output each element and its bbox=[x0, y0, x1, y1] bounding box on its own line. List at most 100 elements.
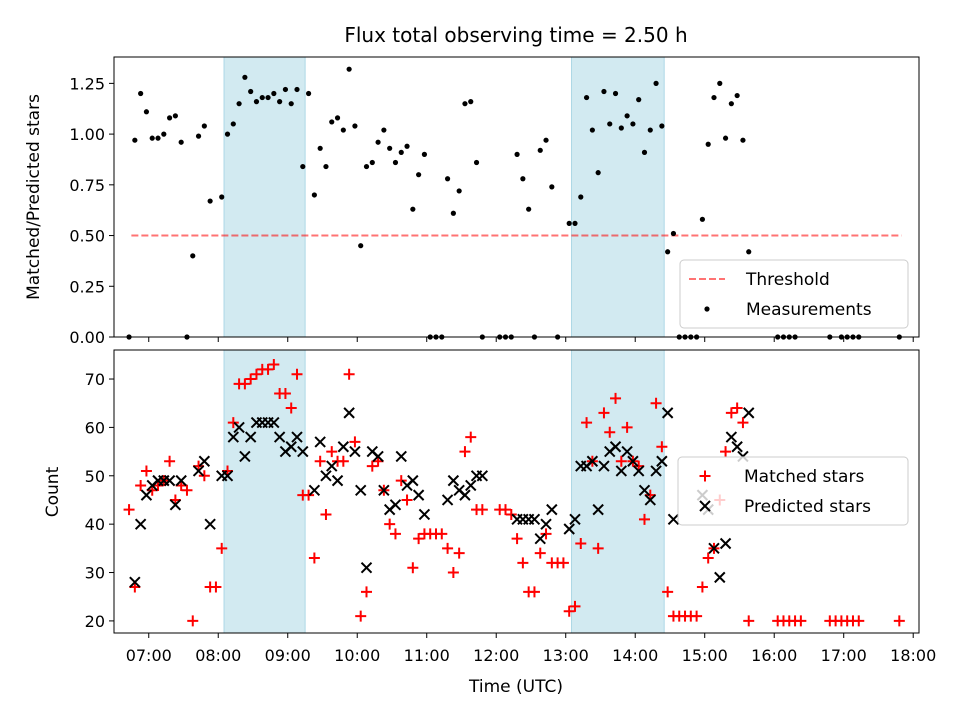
x-axis-label: Time (UTC) bbox=[468, 677, 563, 697]
predicted-star-point bbox=[719, 537, 732, 550]
measurement-point bbox=[728, 101, 734, 107]
top-y-tick-label: 1.25 bbox=[69, 74, 105, 93]
measurement-point bbox=[265, 94, 271, 101]
matched-star-point bbox=[795, 615, 807, 627]
measurement-point bbox=[572, 220, 578, 226]
predicted-star-point bbox=[418, 508, 431, 521]
matched-star-point bbox=[314, 455, 326, 467]
predicted-star-point bbox=[320, 470, 332, 482]
top-shaded-interval bbox=[571, 56, 665, 338]
measurement-point bbox=[624, 113, 630, 119]
measurement-point bbox=[149, 135, 155, 141]
chart-title: Flux total observing time = 2.50 h bbox=[344, 23, 687, 47]
measurement-point bbox=[416, 172, 422, 178]
measurement-point bbox=[288, 101, 294, 107]
x-tick-label: 12:00 bbox=[473, 646, 519, 665]
top-legend-box bbox=[679, 259, 909, 329]
matched-star-point bbox=[540, 528, 552, 540]
matched-star-point bbox=[662, 586, 674, 598]
x-tick-label: 16:00 bbox=[751, 646, 797, 665]
matched-star-point bbox=[123, 504, 135, 516]
predicted-star-point bbox=[632, 465, 645, 477]
predicted-star-point bbox=[285, 441, 297, 453]
matched-star-point bbox=[592, 542, 604, 554]
matched-star-point bbox=[187, 615, 199, 627]
measurement-point bbox=[734, 92, 740, 99]
matched-star-point bbox=[395, 475, 407, 487]
measurement-point bbox=[277, 99, 283, 105]
predicted-star-point bbox=[140, 489, 153, 501]
predicted-star-point bbox=[627, 455, 639, 467]
predicted-star-point bbox=[349, 445, 361, 458]
predicted-star-point bbox=[175, 474, 187, 487]
top-y-tick-label: 0.00 bbox=[69, 328, 105, 347]
measurement-point bbox=[647, 127, 653, 133]
measurement-point bbox=[740, 137, 746, 143]
measurement-point bbox=[404, 143, 410, 149]
measurement-point bbox=[659, 123, 665, 129]
measurement-point bbox=[369, 159, 375, 166]
measurement-point bbox=[166, 115, 173, 121]
measurement-point bbox=[456, 188, 462, 194]
matched-star-point bbox=[343, 368, 355, 380]
predicted-star-point bbox=[343, 407, 355, 419]
bottom-shaded-interval bbox=[223, 349, 306, 634]
measurement-point bbox=[520, 176, 526, 182]
matched-star-point bbox=[413, 533, 425, 545]
measurement-point bbox=[473, 159, 480, 166]
matched-star-point bbox=[615, 455, 627, 467]
matched-star-point bbox=[268, 359, 280, 371]
bottom-y-tick-label: 30 bbox=[85, 564, 105, 583]
matched-star-point bbox=[210, 581, 222, 593]
matched-star-point bbox=[534, 547, 546, 559]
predicted-star-point bbox=[244, 431, 257, 443]
matched-star-point bbox=[656, 441, 668, 453]
measurement-point bbox=[195, 133, 202, 139]
predicted-star-point bbox=[534, 532, 546, 545]
x-tick-label: 10:00 bbox=[334, 646, 380, 665]
measurement-point bbox=[722, 135, 729, 141]
predicted-star-point bbox=[569, 513, 581, 526]
predicted-star-point bbox=[412, 489, 425, 501]
predicted-star-point bbox=[227, 431, 240, 443]
matched-star-point bbox=[604, 426, 616, 438]
measurement-point bbox=[444, 176, 451, 182]
measurement-point bbox=[410, 206, 416, 212]
matched-star-point bbox=[401, 494, 413, 506]
predicted-star-point bbox=[441, 494, 454, 506]
measurement-point bbox=[253, 99, 260, 105]
x-tick-label: 18:00 bbox=[890, 646, 936, 665]
predicted-star-point bbox=[378, 484, 390, 496]
measurement-point bbox=[172, 113, 178, 119]
bottom-y-tick-label: 50 bbox=[85, 467, 105, 486]
measurement-point bbox=[468, 99, 474, 105]
top-shaded-interval bbox=[223, 56, 306, 338]
matched-star-point bbox=[436, 528, 448, 540]
measurement-point bbox=[641, 149, 648, 155]
measurement-point bbox=[699, 216, 706, 222]
measurement-point bbox=[230, 121, 236, 127]
measurement-point bbox=[219, 194, 225, 200]
matched-star-point bbox=[557, 557, 569, 569]
matched-star-point bbox=[389, 528, 401, 540]
measurement-point bbox=[612, 90, 619, 97]
matched-star-point bbox=[262, 363, 274, 375]
measurement-point bbox=[305, 90, 312, 97]
measurement-point bbox=[132, 137, 138, 143]
top-y-ticks: 0.00 0.25 0.50 0.75 1.00 1.25 bbox=[69, 74, 114, 347]
predicted-star-point bbox=[540, 518, 552, 530]
matched-star-point bbox=[499, 504, 511, 516]
bottom-y-tick-label: 20 bbox=[85, 612, 105, 631]
predicted-star-point bbox=[372, 450, 384, 463]
matched-star-point bbox=[720, 446, 732, 458]
measurement-point bbox=[595, 170, 601, 176]
measurement-point bbox=[630, 121, 636, 127]
bottom-y-axis-label: Count bbox=[43, 466, 63, 517]
top-legend-label: Measurements bbox=[746, 300, 872, 320]
x-tick-label: 07:00 bbox=[126, 646, 172, 665]
predicted-star-point bbox=[395, 450, 407, 463]
matched-star-point bbox=[337, 455, 349, 467]
measurement-point bbox=[242, 74, 248, 80]
measurement-point bbox=[329, 119, 335, 125]
matched-star-point bbox=[308, 552, 320, 564]
